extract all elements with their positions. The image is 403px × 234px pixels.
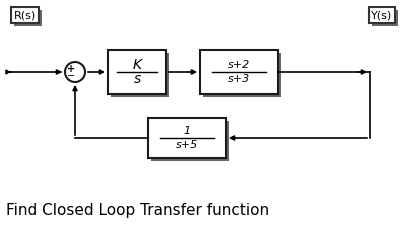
Bar — [108, 50, 166, 94]
Text: 1: 1 — [183, 126, 191, 136]
Text: −: − — [67, 71, 75, 81]
Text: Y(s): Y(s) — [374, 13, 396, 23]
Text: s+3: s+3 — [228, 74, 250, 84]
Text: R(s): R(s) — [17, 13, 39, 23]
Text: s: s — [133, 73, 141, 87]
Text: s+2: s+2 — [228, 59, 250, 69]
Bar — [148, 118, 226, 158]
Bar — [151, 121, 229, 161]
Bar — [111, 53, 169, 97]
Text: +: + — [67, 64, 75, 74]
Text: R(s): R(s) — [14, 10, 36, 20]
Bar — [200, 50, 278, 94]
Text: K: K — [133, 58, 141, 72]
Text: s+5: s+5 — [176, 140, 198, 150]
Text: Y(s): Y(s) — [372, 10, 393, 20]
Text: Find Closed Loop Transfer function: Find Closed Loop Transfer function — [6, 202, 269, 217]
Bar — [203, 53, 281, 97]
Circle shape — [65, 62, 85, 82]
